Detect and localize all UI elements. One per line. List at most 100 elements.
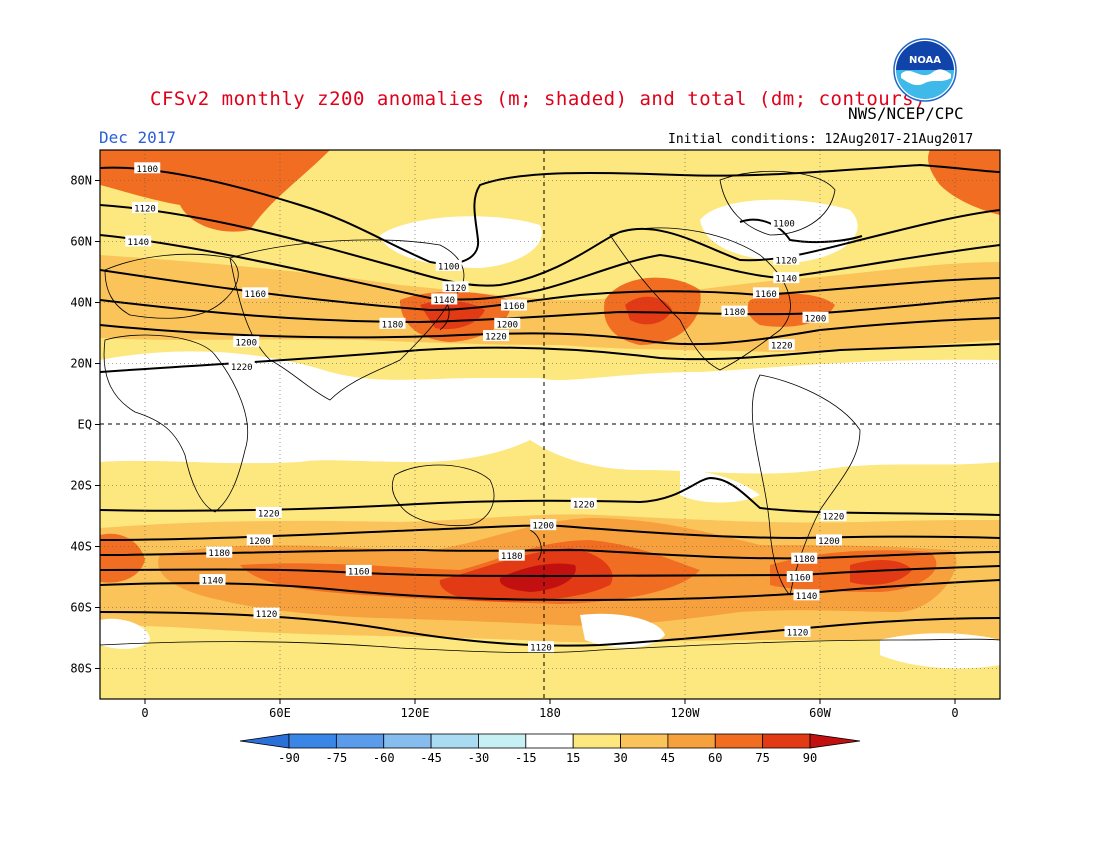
contour-label-text: 1220 bbox=[573, 500, 595, 510]
contour-label: 1160 bbox=[242, 287, 269, 300]
contour-label: 1180 bbox=[379, 317, 406, 330]
contour-label-text: 1180 bbox=[382, 320, 404, 330]
contour-1120-nh bbox=[100, 204, 1000, 287]
colorbar-label: -75 bbox=[326, 751, 348, 765]
contour-label-text: 1220 bbox=[823, 513, 845, 523]
lat-tick-label: 60N bbox=[70, 235, 92, 249]
contour-label: 1200 bbox=[233, 336, 260, 349]
contour-label: 1120 bbox=[528, 641, 554, 654]
colorbar-label: 60 bbox=[708, 751, 722, 765]
height-contours bbox=[100, 163, 1000, 647]
colorbar-box bbox=[478, 733, 527, 749]
contour-label: 1200 bbox=[802, 311, 829, 324]
contour-label-text: 1100 bbox=[136, 165, 158, 175]
greenland-outline bbox=[719, 170, 836, 236]
contour-1100-na bbox=[739, 218, 863, 244]
contour-label-text: 1160 bbox=[789, 574, 811, 584]
colorbar-label: 30 bbox=[613, 751, 627, 765]
lon-tick-label: 60W bbox=[809, 706, 831, 720]
colorbar-box bbox=[714, 733, 764, 749]
contour-label: 1220 bbox=[768, 339, 795, 352]
anomaly-shading: 1100 1120 1140 1160 1200 1220 1100 1120 1140 1160… bbox=[100, 150, 1000, 699]
contour-1200-sh bbox=[100, 524, 1000, 541]
contour-label-text: 1120 bbox=[445, 284, 467, 294]
lat-tick-label: 40N bbox=[70, 296, 92, 310]
contour-label: 1200 bbox=[530, 519, 557, 532]
colorbar-label: -60 bbox=[373, 751, 395, 765]
neutral-band bbox=[100, 351, 1000, 474]
contour-label-text: 1200 bbox=[235, 339, 257, 349]
contour-label-text: 1160 bbox=[348, 567, 370, 577]
contour-label: 1200 bbox=[246, 534, 273, 547]
chart-title: CFSv2 monthly z200 anomalies (m; shaded)… bbox=[150, 88, 927, 110]
colorbar-box bbox=[572, 733, 621, 749]
lon-tick-label: 120W bbox=[671, 706, 701, 720]
colorbar-label: 90 bbox=[803, 751, 817, 765]
contour-1160-sh bbox=[100, 565, 1000, 577]
lat-tick-label: 60S bbox=[70, 601, 92, 615]
colorbar-box bbox=[430, 733, 479, 749]
contour-label: 1180 bbox=[206, 546, 233, 559]
contour-label-text: 1200 bbox=[532, 522, 554, 532]
contour-label-text: 1100 bbox=[438, 262, 460, 272]
contour-1220-sh bbox=[100, 476, 1000, 516]
contour-label: 1140 bbox=[773, 272, 800, 285]
sh-jet-max bbox=[499, 563, 576, 592]
lat-tick-label: 20S bbox=[70, 479, 92, 493]
colorbar-box bbox=[525, 733, 574, 749]
colorbar-box bbox=[762, 733, 811, 749]
longitude-axis: 0 60E 120E 180 120W 60W 0 bbox=[141, 699, 959, 720]
africa-outline bbox=[103, 334, 249, 513]
colorbar-box bbox=[335, 733, 385, 749]
contour-label-text: 1140 bbox=[796, 592, 818, 602]
colorbar-label: -15 bbox=[515, 751, 537, 765]
contour-1100-nw bbox=[100, 163, 1000, 265]
contour-label-text: 1180 bbox=[501, 552, 523, 562]
contour-label: 1200 bbox=[816, 534, 842, 547]
contour-label: 1220 bbox=[570, 497, 597, 510]
contour-label: 1100 bbox=[771, 217, 797, 230]
contour-1180-nh bbox=[100, 297, 1000, 324]
south-america-outline bbox=[751, 374, 861, 596]
contour-label: 1100 bbox=[435, 259, 462, 272]
contour-label-text: 1220 bbox=[231, 363, 253, 373]
lat-tick-label: 40S bbox=[70, 540, 92, 554]
colorbar: -90 -75 -60 -45 -30 -15 15 30 45 60 75 90 bbox=[239, 733, 861, 765]
lat-tick-label: 80N bbox=[70, 174, 92, 188]
contour-label-text: 1120 bbox=[134, 204, 156, 214]
contour-label-text: 1120 bbox=[775, 256, 797, 266]
colorbar-right-arrow bbox=[809, 733, 861, 749]
contour-label: 1120 bbox=[784, 625, 811, 638]
contour-label-text: 1100 bbox=[773, 220, 795, 230]
colorbar-label: 45 bbox=[661, 751, 675, 765]
lon-tick-label: 180 bbox=[539, 706, 561, 720]
polar-white-2 bbox=[580, 613, 665, 648]
lon-tick-label: 60E bbox=[269, 706, 291, 720]
contour-label: 1220 bbox=[228, 360, 255, 373]
contour-label-text: 1200 bbox=[805, 314, 827, 324]
contour-label: 1100 bbox=[134, 162, 161, 175]
contour-label: 1220 bbox=[820, 510, 847, 523]
contour-label-text: 1200 bbox=[818, 537, 840, 547]
contour-label-text: 1140 bbox=[202, 577, 224, 587]
contour-1140-nh bbox=[100, 234, 1000, 301]
colorbar-box bbox=[383, 733, 432, 749]
contour-1220-nh bbox=[100, 343, 1000, 373]
contour-label-text: 1120 bbox=[530, 644, 552, 654]
contour-label-text: 1220 bbox=[258, 509, 280, 519]
contour-label-text: 1200 bbox=[249, 537, 271, 547]
contour-label-text: 1160 bbox=[244, 290, 266, 300]
contour-label-text: 1180 bbox=[793, 555, 815, 565]
contour-label-text: 1220 bbox=[485, 333, 507, 343]
contour-label-text: 1160 bbox=[755, 290, 777, 300]
antarctica-outline bbox=[100, 638, 1000, 654]
lon-tick-label: 0 bbox=[141, 706, 148, 720]
lon-tick-label: 0 bbox=[951, 706, 958, 720]
lon-tick-label: 120E bbox=[401, 706, 430, 720]
contour-label: 1160 bbox=[501, 299, 527, 312]
lat-tick-label: EQ bbox=[78, 418, 92, 432]
contour-label: 1160 bbox=[345, 564, 372, 577]
satlantic-red bbox=[850, 559, 912, 585]
nz-outline bbox=[529, 529, 542, 561]
